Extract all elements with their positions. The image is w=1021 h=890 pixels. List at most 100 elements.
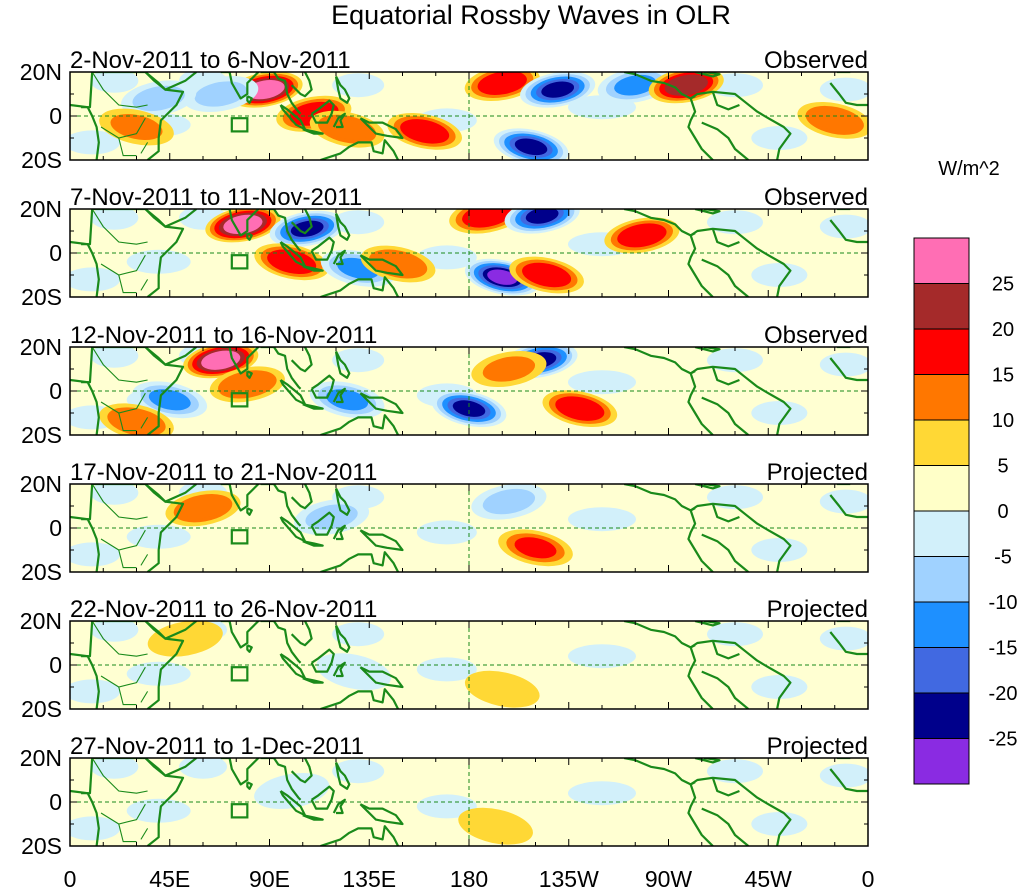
y-tick-label: 20N (20, 471, 62, 497)
panel-status-label: Observed (764, 184, 868, 211)
anomaly-contour (159, 625, 212, 652)
country-border (91, 758, 148, 794)
country-border (91, 484, 148, 520)
weak-negative-band (568, 507, 636, 532)
coastline (334, 487, 351, 516)
coastline (260, 621, 302, 664)
weak-negative-band (126, 524, 191, 549)
coastline (290, 72, 313, 98)
coastline (694, 347, 721, 353)
coastline (829, 631, 868, 656)
panel-status-label: Projected (767, 459, 868, 486)
legend-swatch (913, 556, 970, 603)
coastline (694, 621, 721, 627)
legend-units: W/m^2 (938, 158, 1000, 180)
y-tick-label: 0 (49, 652, 62, 678)
anomaly-contour (484, 74, 521, 92)
legend-label: -20 (989, 683, 1018, 705)
anomaly-2 (498, 529, 573, 567)
reference-box (230, 117, 249, 133)
x-axis-ticks: 0 45E 90E 135E 180 135W 90W 45W 0 (64, 866, 875, 890)
weak-negative-band (819, 626, 868, 651)
coastline (246, 781, 253, 790)
x-tick-label: 90W (645, 866, 693, 890)
coastline (623, 621, 696, 649)
coastline (70, 652, 100, 709)
y-tick-label: 20S (21, 833, 62, 859)
coastline (711, 91, 740, 111)
anomaly-field (70, 484, 868, 567)
anomaly-contour (525, 209, 559, 224)
panel-4: 20N 0 20S 17-Nov-2011 to 21-Nov-2011 Project… (20, 459, 869, 585)
coastline (690, 227, 792, 297)
coastline (711, 777, 740, 797)
coastline (690, 639, 792, 709)
coastline (144, 484, 198, 503)
anomaly-contour (813, 109, 856, 131)
weak-negative-band (70, 816, 121, 841)
x-tick-label: 180 (450, 866, 488, 890)
legend-label: 20 (992, 319, 1014, 341)
coastline (694, 758, 721, 764)
country-border (118, 137, 137, 157)
y-tick-label: 0 (49, 378, 62, 404)
coastline (290, 484, 313, 510)
y-tick-label: 0 (49, 103, 62, 129)
coastline (310, 99, 335, 124)
y-tick-label: 20S (21, 284, 62, 310)
coastlines (70, 484, 868, 572)
coastlines (70, 758, 868, 846)
coastline (690, 365, 792, 435)
panel-period-label: 7-Nov-2011 to 11-Nov-2011 (70, 184, 362, 211)
anomaly-8 (520, 72, 596, 108)
anomaly-field (70, 758, 868, 845)
reference-box (230, 666, 249, 682)
anomaly-4 (471, 484, 547, 520)
coastline (829, 494, 868, 519)
coastline (302, 403, 324, 410)
coastline (694, 209, 721, 215)
legend-label: -5 (994, 547, 1012, 569)
coastline (220, 621, 260, 649)
panel-period-label: 17-Nov-2011 to 21-Nov-2011 (70, 459, 377, 486)
panel-3: 20N 0 20S 12-Nov-2011 to 16-Nov-2011 Observe… (20, 322, 869, 448)
anomaly-contour (132, 85, 185, 112)
coastline (829, 219, 868, 244)
coastline (310, 236, 335, 261)
coastline (701, 533, 750, 572)
country-border (100, 666, 146, 688)
x-tick-label: 0 (64, 866, 77, 890)
anomaly-1 (165, 490, 241, 527)
panel-period-label: 12-Nov-2011 to 16-Nov-2011 (70, 322, 377, 349)
coastline (332, 112, 346, 129)
country-border (140, 828, 149, 840)
weak-negative-band (819, 489, 868, 514)
anomaly-2 (254, 773, 330, 809)
coastline (246, 95, 253, 104)
coastline (302, 540, 324, 547)
panel-period-label: 22-Nov-2011 to 26-Nov-2011 (70, 596, 377, 623)
coastline (320, 139, 400, 160)
anomaly-contour (452, 400, 486, 417)
coastline (144, 72, 198, 91)
weak-negative-band (819, 352, 868, 377)
anomaly-contour (205, 352, 236, 368)
weak-negative-band (416, 657, 477, 682)
anomaly-1 (205, 209, 281, 243)
coastline (260, 347, 302, 390)
coastline (260, 758, 302, 801)
coastline (260, 484, 302, 527)
y-tick-label: 20N (20, 608, 62, 634)
weak-negative-band (416, 520, 477, 545)
coastline (711, 640, 740, 660)
coastline (246, 370, 253, 379)
weak-negative-band (416, 794, 477, 819)
weak-negative-band (819, 214, 868, 239)
anomaly-10 (604, 217, 680, 254)
anomaly-9 (387, 112, 463, 150)
coastline (302, 677, 324, 684)
anomaly-2 (269, 210, 345, 247)
anomaly-contour (482, 488, 536, 515)
anomaly-13 (797, 101, 868, 139)
coastline (687, 510, 714, 572)
